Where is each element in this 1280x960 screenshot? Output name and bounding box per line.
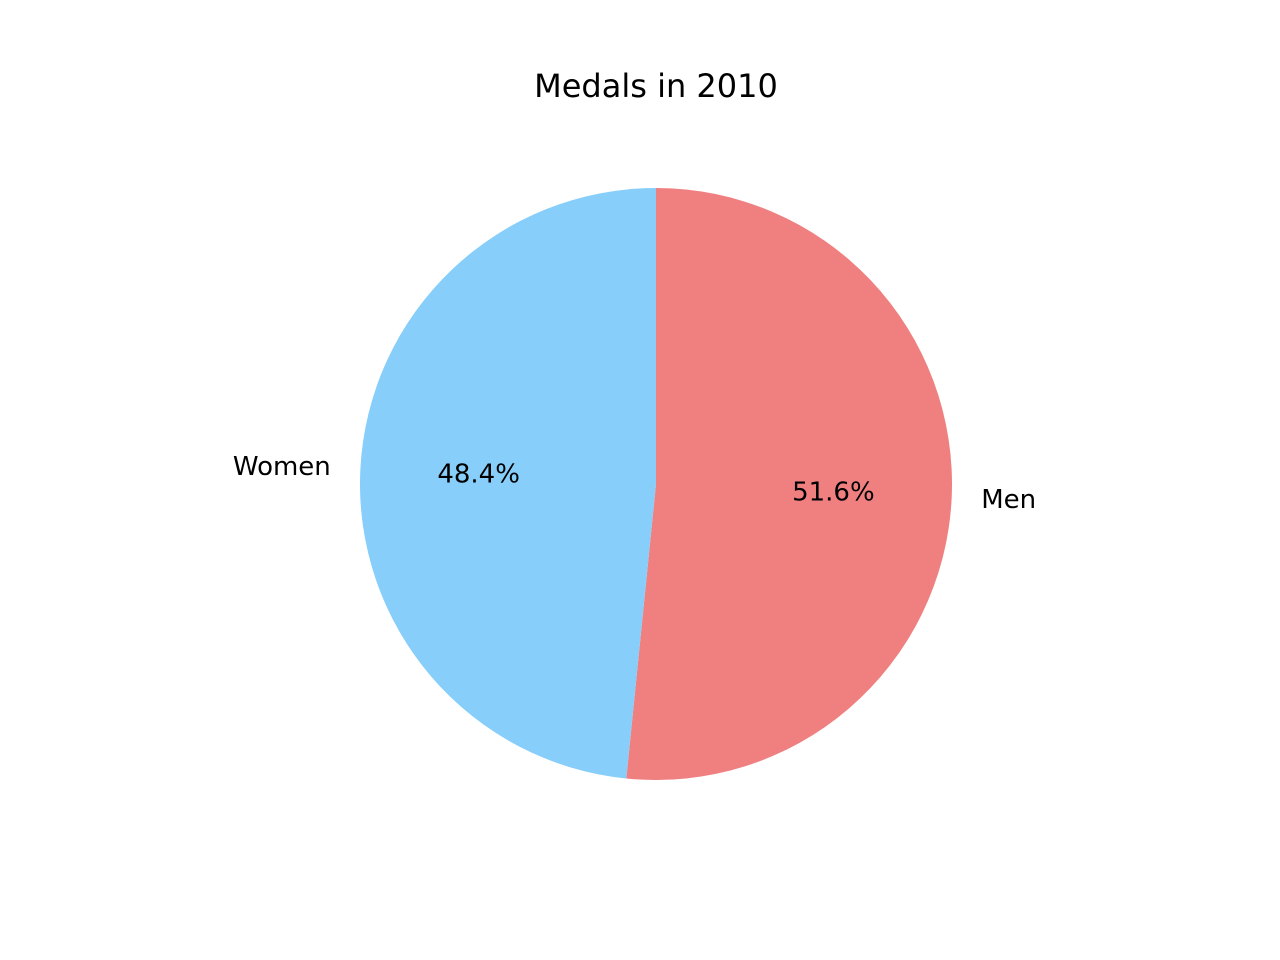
pie-slice-women [360, 188, 656, 779]
slice-label-men: Men [981, 485, 1036, 515]
pie-slice-men [626, 188, 953, 780]
slice-label-women: Women [233, 452, 331, 482]
chart-title: Medals in 2010 [534, 67, 778, 105]
slice-percent-men: 51.6% [792, 477, 875, 507]
slice-percent-women: 48.4% [437, 460, 520, 490]
